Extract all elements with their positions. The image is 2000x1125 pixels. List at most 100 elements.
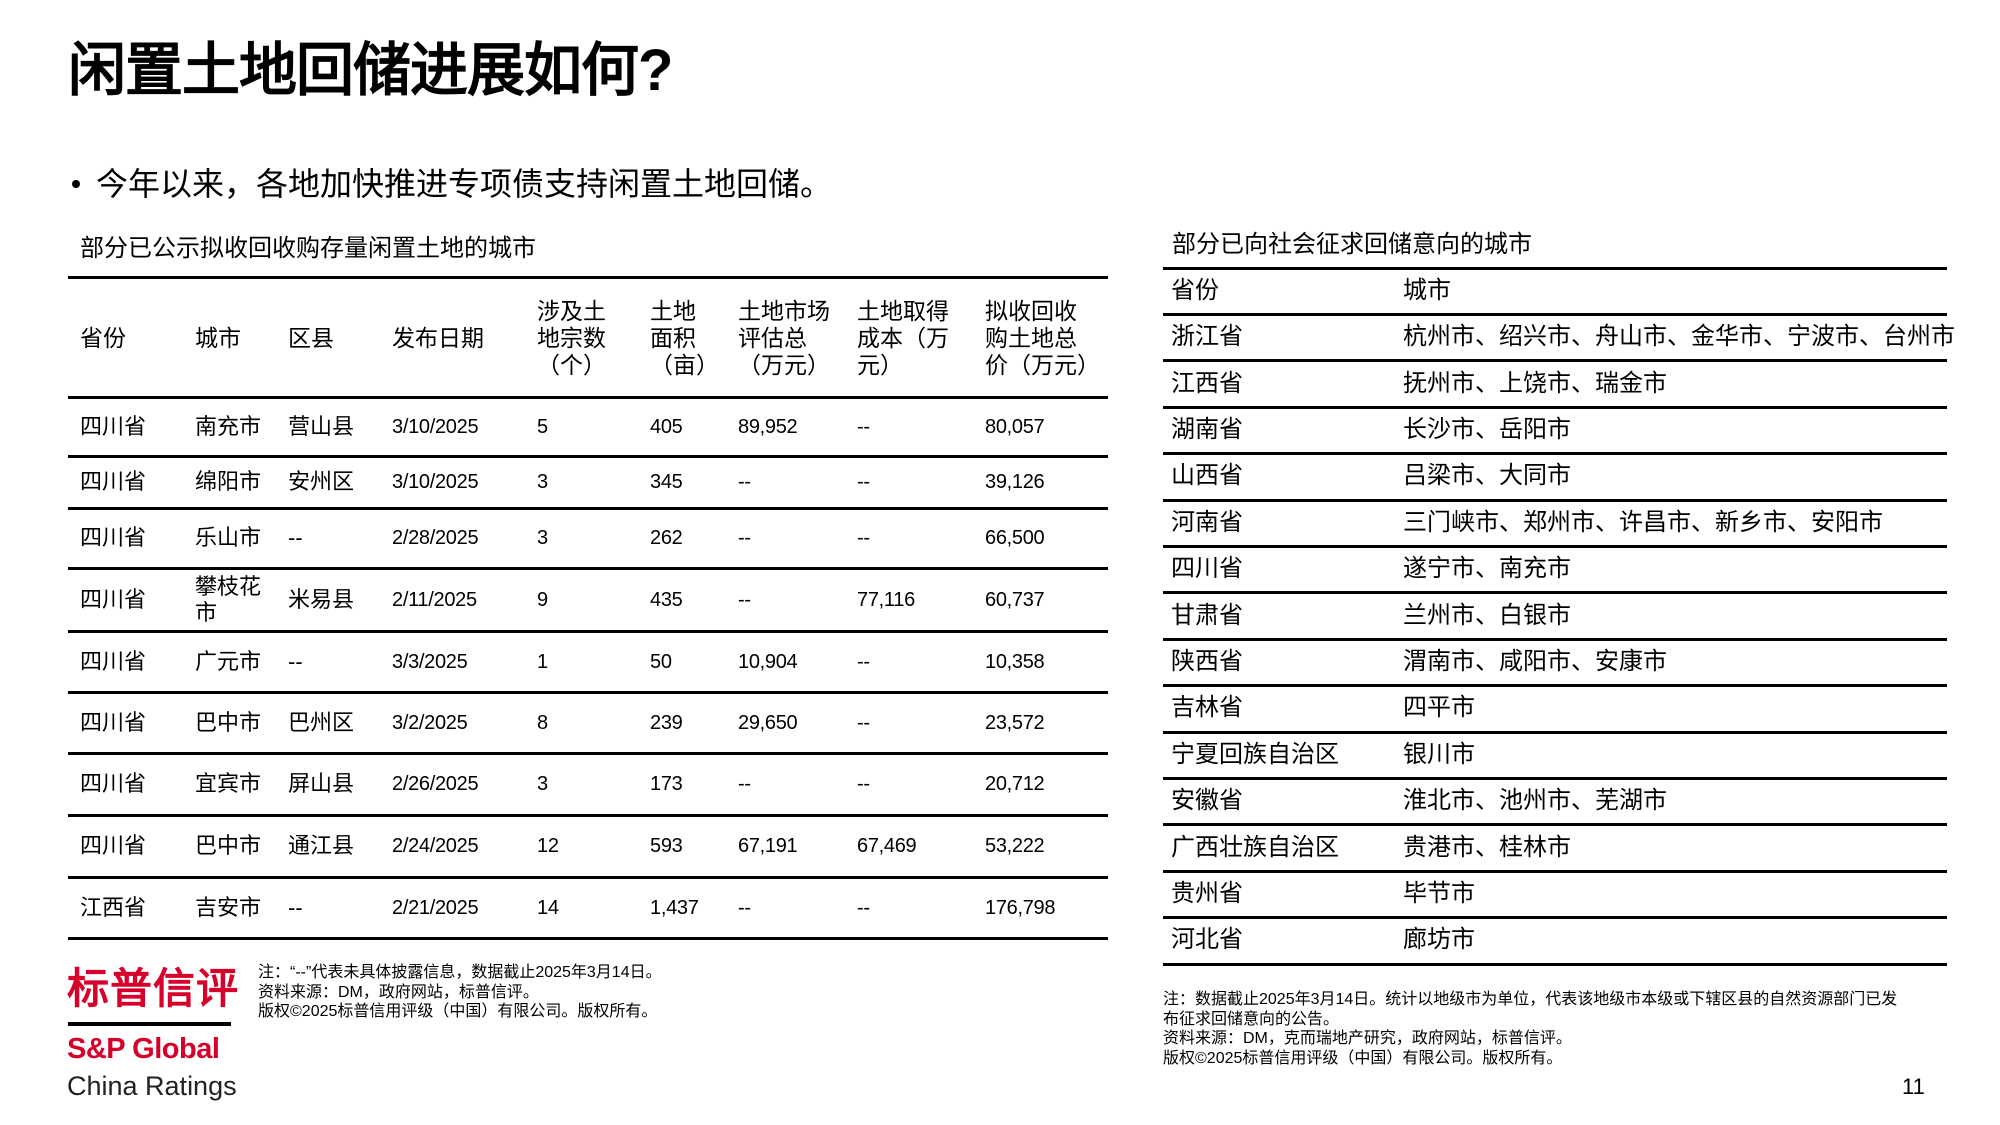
- table-cell: 3/10/2025: [392, 415, 479, 438]
- table-cell: 安州区: [288, 469, 355, 494]
- table-cell: 67,469: [857, 835, 917, 857]
- table-cell: 176,798: [985, 896, 1056, 919]
- logo-english: S&P Global: [67, 1033, 220, 1065]
- table-rule: [1163, 823, 1947, 826]
- table-cell: 杭州市、绍兴市、舟山市、金华市、宁波市、台州市: [1403, 323, 1955, 350]
- table-cell: 9: [537, 588, 548, 611]
- table-cell: 12: [537, 835, 559, 857]
- table-cell: --: [857, 773, 870, 795]
- table-cell: --: [857, 896, 870, 919]
- table-cell: 巴中市: [195, 709, 262, 735]
- table-rule: [68, 814, 1108, 817]
- table-cell: 四川省: [80, 833, 147, 858]
- table-cell: 66,500: [985, 527, 1045, 549]
- column-header-line: （亩）: [650, 352, 719, 378]
- table-cell: 3: [537, 471, 548, 493]
- table-cell: 米易县: [288, 586, 355, 612]
- table-cell: 吉安市: [195, 894, 262, 920]
- table-cell: 1,437: [650, 896, 699, 919]
- column-header-line: 价（万元）: [985, 352, 1100, 378]
- table-cell: 593: [650, 835, 683, 857]
- table-cell: 巴州区: [288, 709, 355, 735]
- column-header: 土地取得 成本（万 元）: [857, 298, 949, 379]
- table-cell: 173: [650, 773, 683, 795]
- table-rule: [1163, 777, 1947, 780]
- table-cell: 安徽省: [1171, 787, 1243, 814]
- column-header-line: （万元）: [738, 352, 830, 378]
- column-header-line: 发布日期: [392, 325, 484, 351]
- table-cell: 四平市: [1403, 694, 1475, 721]
- page-title: 闲置土地回储进展如何?: [68, 38, 673, 103]
- table-cell: 四川省: [80, 771, 147, 796]
- table-cell: 四川省: [80, 525, 147, 550]
- table-cell: 77,116: [857, 588, 915, 611]
- table-cell: 53,222: [985, 835, 1045, 857]
- table-cell: 江西省: [1171, 370, 1243, 397]
- right-note-line: 注：数据截止2025年3月14日。统计以地级市为单位，代表该地级市本级或下辖区县…: [1163, 991, 1898, 1008]
- table-rule: [68, 455, 1108, 458]
- table-cell: 山西省: [1171, 462, 1243, 489]
- table-cell: 浙江省: [1171, 323, 1243, 350]
- table-cell: 甘肃省: [1171, 602, 1243, 629]
- table-cell: 60,737: [985, 588, 1045, 611]
- table-rule: [68, 507, 1108, 510]
- table-cell: 20,712: [985, 773, 1045, 795]
- table-rule: [1163, 638, 1947, 641]
- column-header-line: 地宗数: [537, 325, 606, 351]
- table-cell: 四川省: [80, 709, 147, 735]
- table-cell: 67,191: [738, 835, 798, 857]
- column-header: 涉及土 地宗数 （个）: [537, 298, 606, 379]
- table-cell: 3: [537, 527, 548, 549]
- table-cell: 23,572: [985, 711, 1045, 734]
- column-header-line: 土地市场: [738, 298, 830, 324]
- table-cell: 10,904: [738, 650, 798, 673]
- table-rule: [68, 876, 1108, 879]
- table-rule: [1163, 267, 1947, 270]
- table-cell: 2/28/2025: [392, 527, 479, 549]
- table-cell: 宜宾市: [195, 771, 262, 796]
- table-rule: [1163, 684, 1947, 687]
- table-cell: 抚州市、上饶市、瑞金市: [1403, 370, 1667, 397]
- table-cell: --: [288, 648, 303, 674]
- table-cell: 遂宁市、南充市: [1403, 555, 1571, 582]
- table-rule: [1163, 452, 1947, 455]
- table-cell: 贵港市、桂林市: [1403, 834, 1571, 861]
- table-cell: 80,057: [985, 415, 1045, 438]
- table-cell: 江西省: [80, 894, 147, 920]
- table-rule: [68, 937, 1108, 940]
- left-note-line: 资料来源：DM，政府网站，标普信评。: [258, 983, 539, 1001]
- table-cell: --: [738, 527, 751, 549]
- table-cell: --: [857, 471, 870, 493]
- table-cell: 通江县: [288, 833, 355, 858]
- page-number: 11: [1902, 1074, 1925, 1099]
- table-rule: [1163, 591, 1947, 594]
- column-header-line: （个）: [537, 352, 606, 378]
- right-note-line: 版权©2025标普信用评级（中国）有限公司。版权所有。: [1163, 1049, 1563, 1067]
- table-rule: [1163, 406, 1947, 409]
- table-rule: [1163, 359, 1947, 362]
- table-cell: 239: [650, 711, 683, 734]
- column-header: 城市: [1403, 277, 1451, 304]
- column-header: 土地市场 评估总 （万元）: [738, 298, 830, 379]
- column-header-line: 面积: [650, 325, 696, 351]
- table-cell: --: [738, 588, 751, 611]
- table-rule: [1163, 313, 1947, 316]
- table-cell: 50: [650, 650, 672, 673]
- table-cell: 淮北市、池州市、芜湖市: [1403, 787, 1667, 814]
- table-cell: 2/24/2025: [392, 835, 479, 857]
- bullet-text: 今年以来，各地加快推进专项债支持闲置土地回储。: [96, 166, 833, 202]
- table-cell: 1: [537, 650, 548, 673]
- column-header-line: 土地取得: [857, 298, 949, 324]
- table-cell: 巴中市: [195, 833, 262, 858]
- right-note-line: 布征求回储意向的公告。: [1163, 1010, 1340, 1028]
- table-rule: [1163, 870, 1947, 873]
- table-rule: [68, 752, 1108, 755]
- table-cell: 39,126: [985, 471, 1045, 493]
- table-cell: --: [738, 471, 751, 493]
- table-cell: 贵州省: [1171, 880, 1243, 907]
- table-cell: 屏山县: [288, 771, 355, 796]
- table-rule: [1163, 963, 1947, 966]
- table-rule: [68, 276, 1108, 279]
- table-cell: 廊坊市: [1403, 926, 1475, 953]
- table-rule: [68, 691, 1108, 694]
